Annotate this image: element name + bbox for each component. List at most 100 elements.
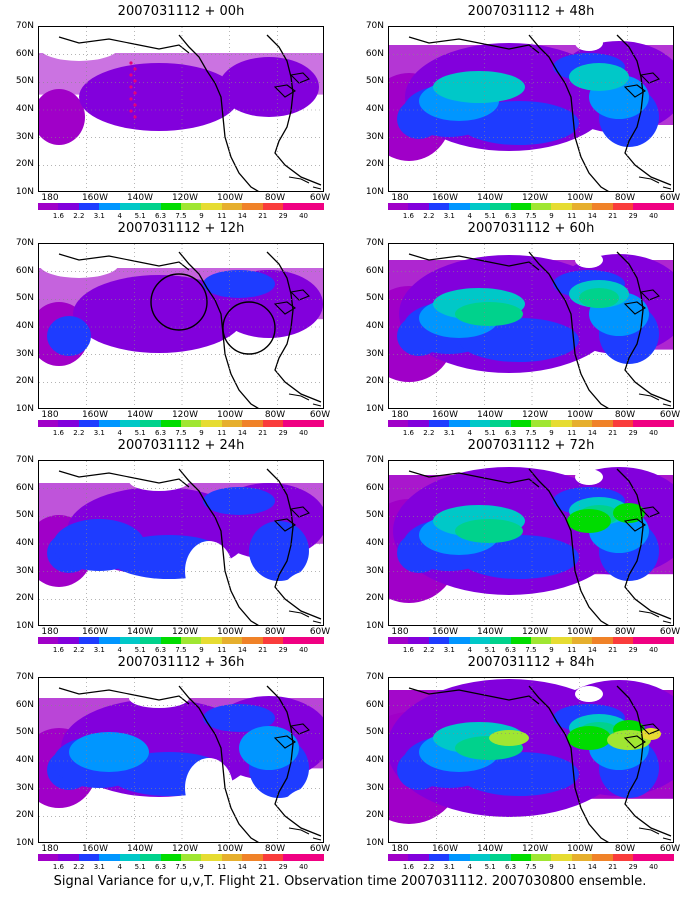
lat-tick-label: 20N (365, 376, 384, 387)
colorbar-label: 9 (199, 646, 204, 654)
lon-tick-label: 80W (614, 410, 636, 420)
colorbar-swatch (449, 854, 470, 861)
lon-tick-label: 60W (659, 844, 681, 854)
lon-tick-label: 140W (126, 627, 154, 637)
colorbar-swatch (469, 203, 491, 210)
colorbar-label: 1.6 (52, 646, 64, 654)
map-plot (388, 26, 674, 192)
lon-tick-label: 180 (391, 844, 409, 854)
lat-tick-label: 20N (15, 593, 34, 604)
colorbar-swatch (449, 203, 470, 210)
lon-tick-label: 100W (566, 844, 594, 854)
lon-tick-label: 100W (216, 410, 244, 420)
colorbar-swatch (653, 203, 674, 210)
colorbar-label: 21 (608, 429, 618, 437)
colorbar-swatch (303, 420, 324, 427)
flight-track-point (129, 97, 133, 101)
colorbar (388, 854, 674, 861)
lon-tick-label: 160W (81, 844, 109, 854)
colorbar-swatch (592, 854, 613, 861)
colorbar-label: 3.1 (93, 429, 105, 437)
colorbar-label: 21 (258, 429, 268, 437)
colorbar-swatch (612, 854, 634, 861)
colorbar-label: 1.6 (52, 212, 64, 220)
colorbar-swatch (78, 203, 100, 210)
lat-tick-label: 70N (365, 672, 384, 682)
lon-tick-label: 140W (126, 410, 154, 420)
lon-tick-label: 160W (81, 627, 109, 637)
lon-tick-label: 80W (264, 410, 286, 420)
colorbar (388, 203, 674, 210)
lon-tick-label: 120W (521, 844, 549, 854)
colorbar-label: 14 (587, 863, 597, 871)
colorbar-label: 1.6 (402, 646, 414, 654)
colorbar-label: 14 (237, 429, 247, 437)
colorbar-label: 2.2 (423, 863, 435, 871)
map-panel: 2007031112 + 36h 70N 60N 50N 40N 30N 20N 10N 180… (0, 655, 340, 871)
colorbar-label: 7.5 (525, 646, 537, 654)
lon-tick-label: 180 (41, 410, 59, 420)
colorbar-label: 3.1 (443, 863, 455, 871)
lon-tick-label: 120W (171, 844, 199, 854)
colorbar-label: 4 (117, 429, 122, 437)
colorbar-label: 5.1 (484, 212, 496, 220)
lat-tick-label: 40N (365, 321, 384, 331)
lat-tick-label: 20N (15, 159, 34, 170)
colorbar-label: 6.3 (504, 429, 517, 437)
lon-tick-label: 120W (521, 410, 549, 420)
lon-tick-label: 100W (566, 410, 594, 420)
colorbar-label: 4 (117, 646, 122, 654)
panel-title: 2007031112 + 24h (117, 438, 245, 453)
colorbar-label: 9 (199, 863, 204, 871)
colorbar-swatch (449, 420, 470, 427)
colorbar-label: 29 (278, 212, 288, 220)
lon-tick-label: 180 (41, 193, 59, 203)
colorbar (38, 637, 324, 644)
colorbar-swatch (612, 420, 634, 427)
map-panel: 2007031112 + 00h 70N 60N 50N 40N 30N 20N 10N 180… (0, 4, 340, 220)
coastline-overlay (39, 678, 323, 842)
colorbar-label: 7.5 (175, 646, 187, 654)
colorbar-swatch (551, 854, 572, 861)
colorbar-swatch (180, 420, 202, 427)
colorbar-swatch (160, 854, 181, 861)
flight-track-point (129, 109, 133, 113)
lon-tick-label: 80W (614, 627, 636, 637)
colorbar-label: 11 (567, 863, 577, 871)
colorbar-label: 2.2 (73, 646, 85, 654)
colorbar-swatch (571, 203, 593, 210)
colorbar-swatch (283, 203, 304, 210)
colorbar-swatch (119, 854, 141, 861)
lon-tick-label: 100W (216, 844, 244, 854)
colorbar-swatch (408, 420, 429, 427)
colorbar-swatch (58, 420, 79, 427)
colorbar-label: 6.3 (154, 863, 167, 871)
colorbar-swatch (180, 854, 202, 861)
lon-tick-label: 160W (81, 193, 109, 203)
variance-field (39, 471, 323, 625)
colorbar-swatch (490, 420, 511, 427)
lon-tick-label: 180 (391, 627, 409, 637)
colorbar-label: 4 (467, 646, 472, 654)
colorbar-swatch (388, 637, 409, 644)
colorbar-label: 29 (278, 646, 288, 654)
lat-tick-label: 60N (365, 699, 384, 710)
flight-track-point (133, 91, 137, 95)
colorbar-label: 9 (549, 429, 554, 437)
lon-tick-label: 60W (659, 627, 681, 637)
colorbar-label: 21 (608, 212, 618, 220)
lat-tick-label: 20N (15, 810, 34, 821)
colorbar-swatch (58, 203, 79, 210)
lon-tick-label: 80W (614, 844, 636, 854)
lat-tick-label: 40N (15, 755, 34, 765)
colorbar-swatch (633, 203, 654, 210)
colorbar-label: 40 (299, 212, 309, 220)
colorbar-label: 21 (608, 863, 618, 871)
colorbar-label: 29 (628, 212, 638, 220)
map-plot (38, 677, 324, 843)
colorbar-swatch (388, 854, 409, 861)
colorbar-swatch (283, 637, 304, 644)
colorbar-swatch (571, 420, 593, 427)
lat-tick-label: 10N (15, 404, 34, 414)
lon-tick-label: 60W (309, 193, 331, 203)
